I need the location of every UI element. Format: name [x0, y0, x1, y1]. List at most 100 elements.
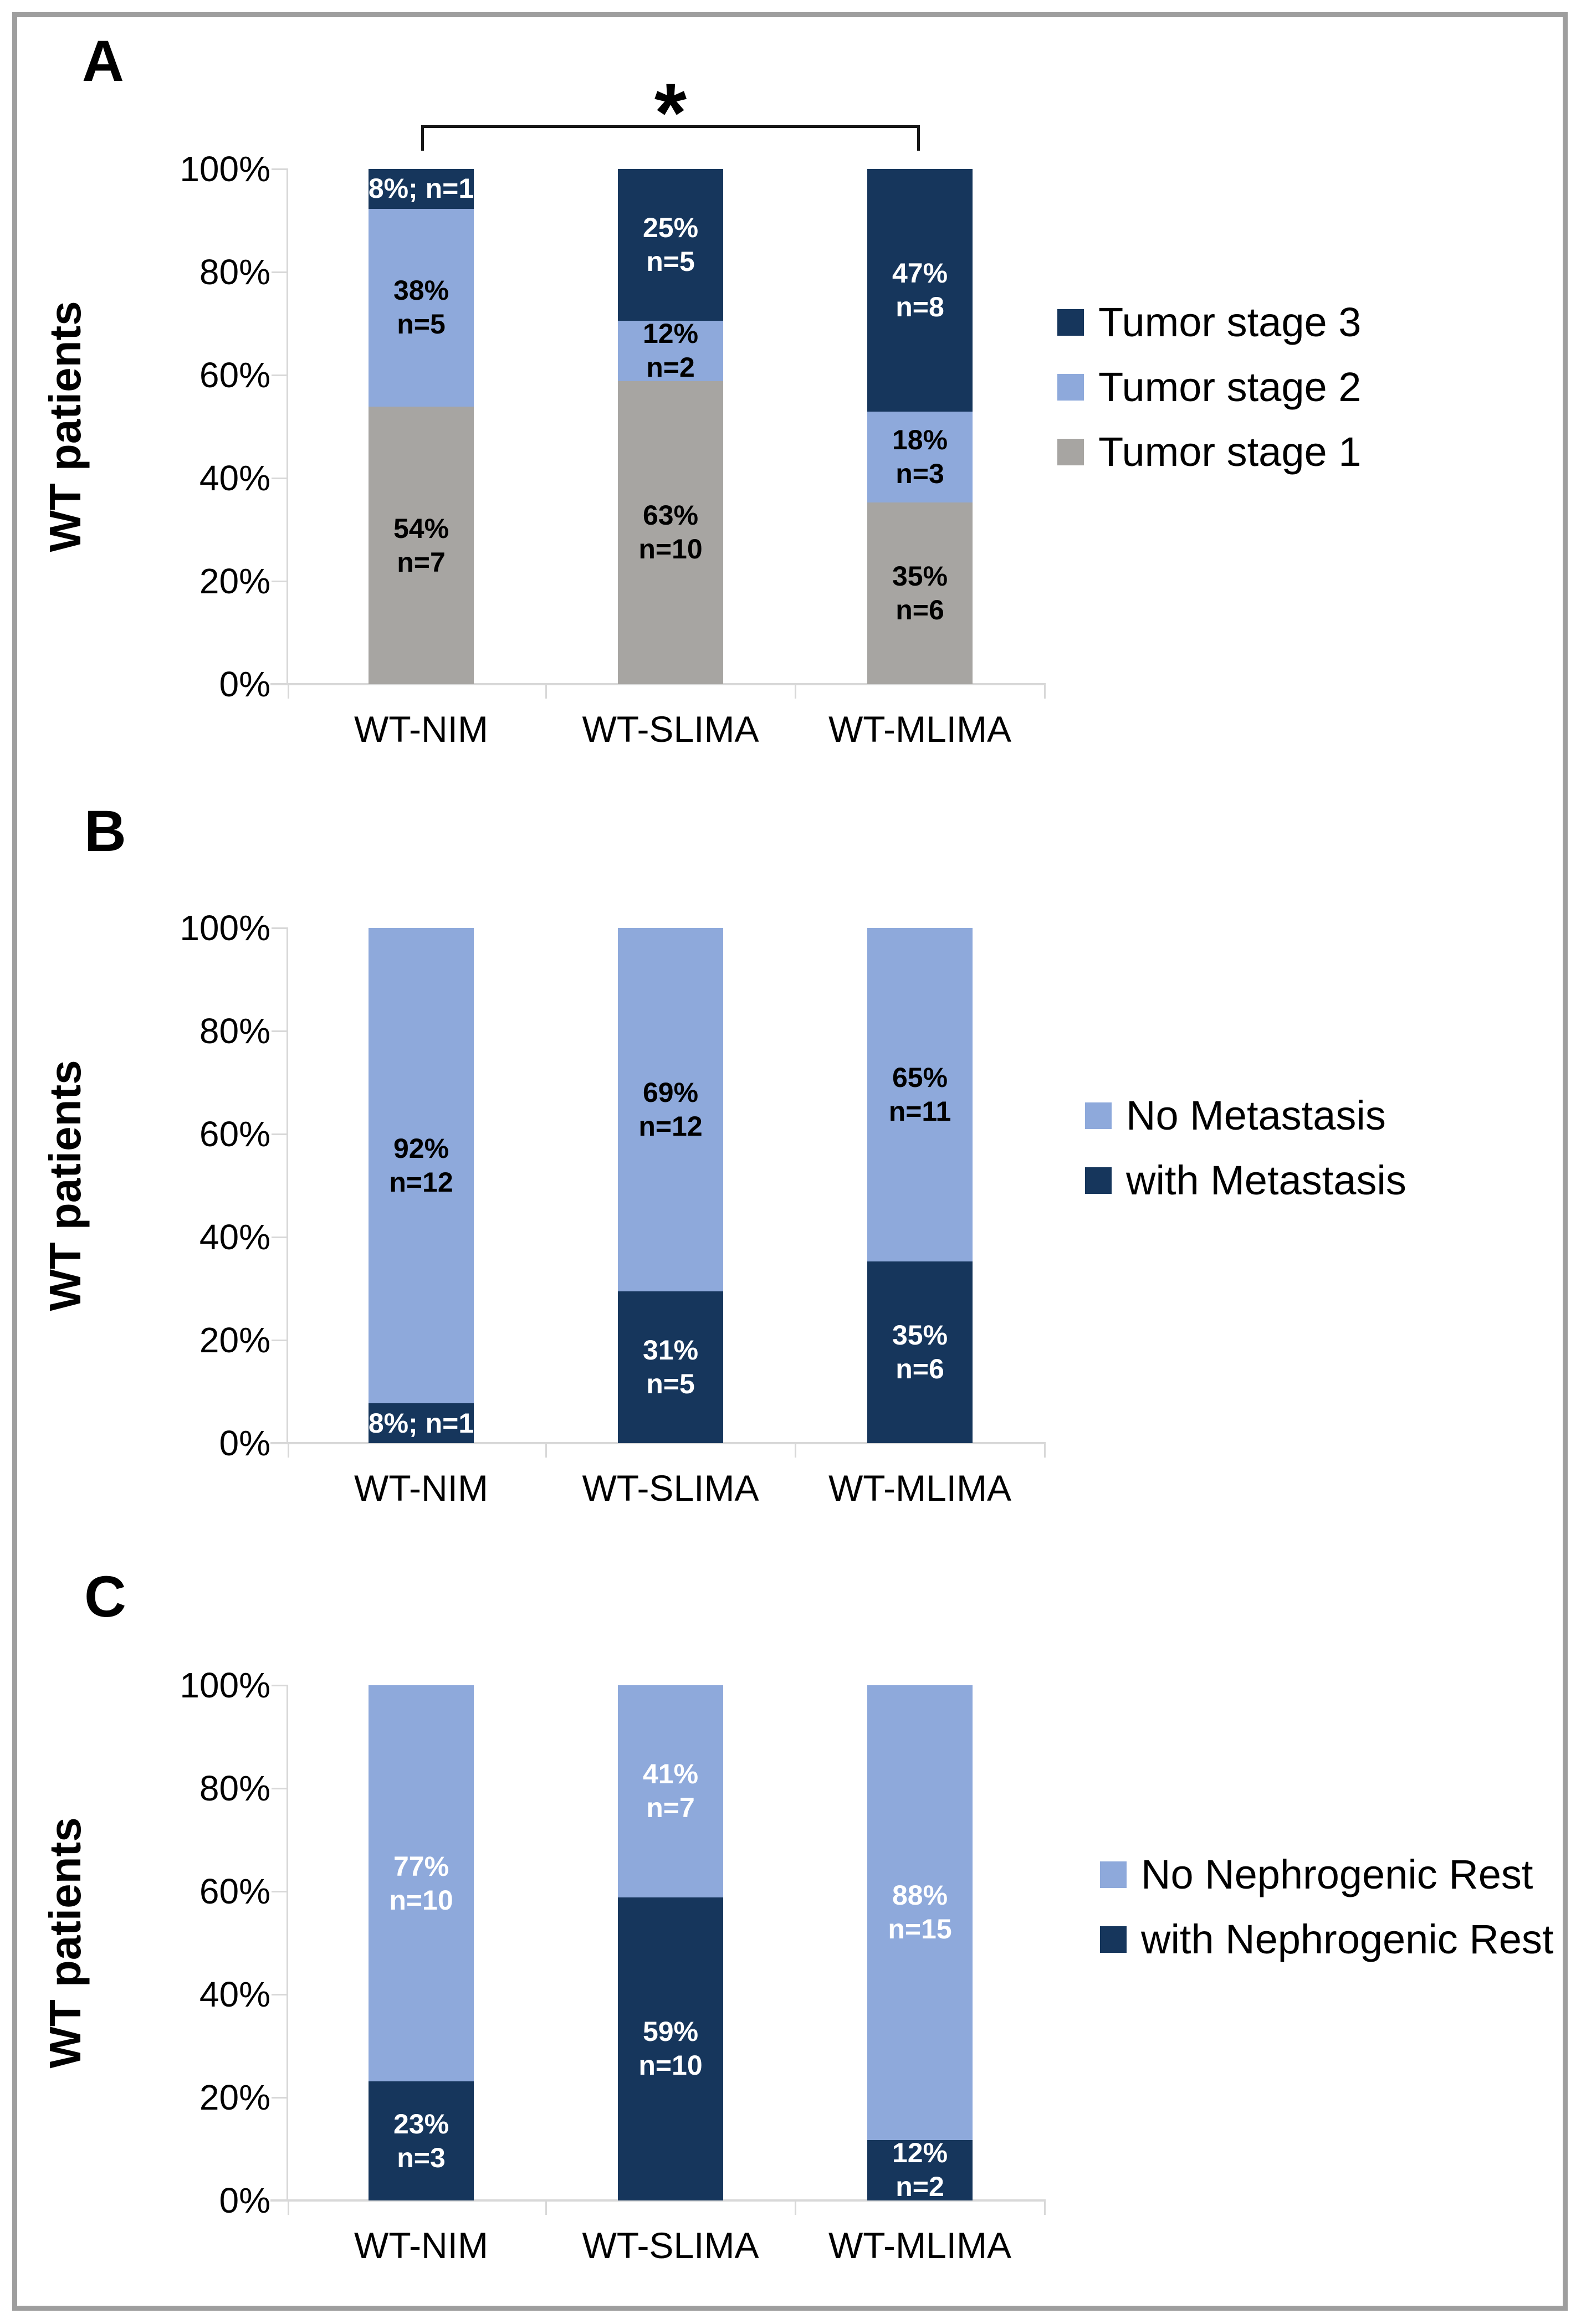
legend-item: with Nephrogenic Rest — [1100, 1919, 1553, 1960]
legend-label: Tumor stage 2 — [1098, 364, 1362, 410]
x-axis-tick — [545, 684, 547, 699]
x-axis-label: WT-NIM — [354, 709, 488, 750]
y-tick-label: 20% — [199, 2077, 270, 2117]
significance-asterisk: * — [654, 66, 687, 159]
bar-segment-label: 35% n=6 — [892, 1319, 948, 1384]
bar-segment: 63% n=10 — [618, 381, 723, 684]
bar-segment: 59% n=10 — [618, 1897, 723, 2200]
bar-segment: 77% n=10 — [369, 1685, 474, 2082]
bar-segment: 41% n=7 — [618, 1685, 723, 1897]
y-axis-tick — [272, 1685, 288, 1686]
legend-item: with Metastasis — [1085, 1160, 1406, 1201]
y-tick-label: 80% — [199, 1768, 270, 1808]
bar-segment: 8%; n=1 — [369, 1403, 474, 1443]
legend-item: No Metastasis — [1085, 1095, 1406, 1136]
figure-frame — [12, 12, 1568, 2311]
x-axis-line — [270, 2199, 1046, 2202]
bar-segment: 31% n=5 — [618, 1291, 723, 1443]
y-axis-tick — [272, 1788, 288, 1789]
legend-label: No Metastasis — [1126, 1092, 1386, 1138]
x-axis-tick — [288, 1443, 289, 1458]
x-axis-tick — [795, 1443, 796, 1458]
y-axis-line — [286, 928, 288, 1443]
x-axis-tick — [545, 2200, 547, 2215]
bar-segment-label: 23% n=3 — [393, 2108, 449, 2173]
y-axis-tick — [272, 271, 288, 273]
bar-segment: 8%; n=1 — [369, 169, 474, 209]
bar-segment-label: 12% n=2 — [892, 2137, 948, 2203]
y-axis-tick — [272, 168, 288, 170]
bar-segment: 38% n=5 — [369, 208, 474, 407]
bar-segment-label: 63% n=10 — [638, 500, 703, 565]
legend-label: Tumor stage 3 — [1098, 299, 1362, 345]
bar-segment-label: 12% n=2 — [642, 318, 699, 383]
x-axis-tick — [1044, 1443, 1046, 1458]
legend-swatch — [1057, 374, 1084, 401]
x-axis-tick — [545, 1443, 547, 1458]
bar-segment-label: 8%; n=1 — [368, 1407, 474, 1439]
x-axis-tick — [1044, 684, 1046, 699]
x-axis-tick — [795, 2200, 796, 2215]
bar-segment-label: 47% n=8 — [892, 257, 948, 322]
y-tick-label: 60% — [199, 1871, 270, 1911]
bar-segment: 35% n=6 — [867, 502, 973, 684]
bar-segment-label: 88% n=15 — [888, 1880, 952, 1945]
legend-label: with Metastasis — [1126, 1157, 1406, 1203]
x-axis-tick — [795, 684, 796, 699]
x-axis-label: WT-MLIMA — [828, 2225, 1011, 2266]
bar-segment: 35% n=6 — [867, 1261, 973, 1443]
bar-segment-label: 69% n=12 — [638, 1077, 703, 1142]
y-tick-label: 20% — [199, 1320, 270, 1360]
y-tick-label: 100% — [180, 1665, 270, 1705]
y-tick-label: 0% — [219, 2181, 271, 2220]
y-axis-title-c: WT patients — [40, 1817, 90, 2069]
y-tick-label: 40% — [199, 458, 270, 498]
x-axis-label: WT-MLIMA — [828, 709, 1011, 750]
y-tick-label: 0% — [219, 1423, 271, 1463]
y-tick-label: 60% — [199, 1114, 270, 1154]
y-axis-title-a: WT patients — [40, 301, 90, 552]
legend-item: No Nephrogenic Rest — [1100, 1854, 1553, 1895]
x-axis-line — [270, 1442, 1046, 1444]
panel-letter-b: B — [84, 799, 126, 864]
bar-segment: 47% n=8 — [867, 169, 973, 412]
bar-segment: 88% n=15 — [867, 1685, 973, 2140]
bar-segment: 23% n=3 — [369, 2081, 474, 2200]
y-axis-title-b: WT patients — [40, 1060, 90, 1311]
bar-segment-label: 41% n=7 — [642, 1758, 699, 1824]
y-axis-tick — [272, 1030, 288, 1032]
bar-segment-label: 92% n=12 — [389, 1133, 453, 1198]
bar-segment: 12% n=2 — [618, 318, 723, 383]
x-axis-label: WT-NIM — [354, 2225, 488, 2266]
y-tick-label: 20% — [199, 561, 270, 601]
legend-swatch — [1085, 1102, 1112, 1129]
bar-segment-label: 35% n=6 — [892, 560, 948, 625]
bar-segment-label: 54% n=7 — [393, 512, 449, 578]
y-tick-label: 80% — [199, 252, 270, 292]
bar-segment: 54% n=7 — [369, 407, 474, 684]
legend-swatch — [1085, 1167, 1112, 1194]
bar-segment-label: 31% n=5 — [642, 1335, 699, 1400]
significance-bracket-end-left — [421, 125, 424, 151]
y-axis-line — [286, 169, 288, 684]
y-axis-tick — [272, 1340, 288, 1341]
y-tick-label: 100% — [180, 908, 270, 948]
y-axis-tick — [272, 374, 288, 376]
x-axis-tick — [288, 684, 289, 699]
bar-segment-label: 65% n=11 — [888, 1061, 951, 1127]
y-axis-tick — [272, 1891, 288, 1892]
bar-segment: 65% n=11 — [867, 928, 973, 1261]
legend-item: Tumor stage 3 — [1057, 302, 1361, 343]
bar-segment: 92% n=12 — [369, 928, 474, 1404]
y-tick-label: 0% — [219, 664, 271, 704]
bar-segment: 12% n=2 — [867, 2137, 973, 2202]
y-axis-tick — [272, 1133, 288, 1135]
y-tick-label: 100% — [180, 149, 270, 189]
significance-bracket — [421, 125, 920, 128]
legend-swatch — [1057, 439, 1084, 465]
legend-swatch — [1057, 309, 1084, 336]
y-tick-label: 40% — [199, 1217, 270, 1257]
y-tick-label: 80% — [199, 1011, 270, 1051]
bar-segment-label: 77% n=10 — [389, 1850, 453, 1916]
bar-segment-label: 38% n=5 — [393, 275, 449, 340]
